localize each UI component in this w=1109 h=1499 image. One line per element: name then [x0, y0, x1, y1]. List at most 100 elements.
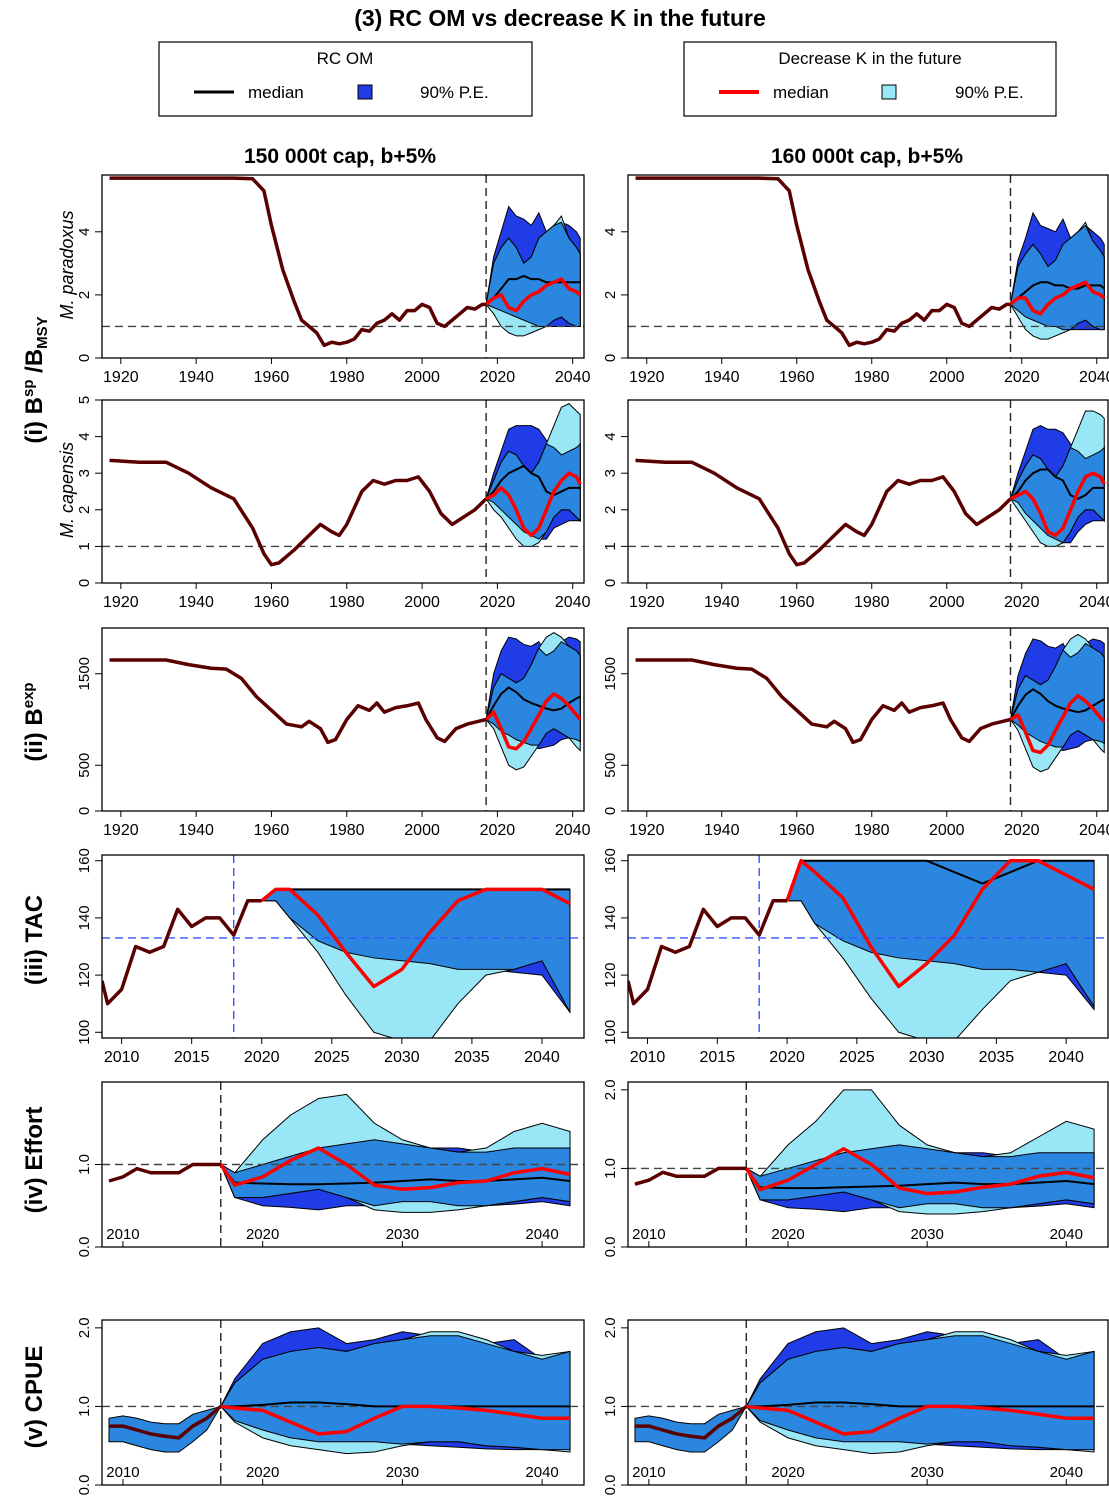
rc-median-line — [219, 1163, 571, 1186]
x-tick-label: 2040 — [555, 594, 591, 611]
legend-k-title: Decrease K in the future — [778, 49, 961, 68]
chart-panel: 100 120 140 160 2010 2015 2020 2025 2030 2035 2040 — [76, 848, 585, 1066]
chart-panel: 0.0 1.0 2.0 2010 2020 2030 2040 — [76, 1317, 585, 1495]
y-tick-label: 1.0 — [602, 1396, 619, 1417]
y-tick-label: 2 — [602, 506, 619, 514]
x-tick-label: 2020 — [246, 1226, 279, 1243]
y-tick-label: 3 — [602, 469, 619, 477]
chart-panel: 0 1 2 3 4 1920 1940 1960 1980 2000 2020 2040 — [602, 399, 1109, 611]
y-tick-label: 1.0 — [76, 1154, 93, 1175]
y-tick-label: 4 — [602, 228, 619, 236]
x-tick-label: 2010 — [630, 1049, 666, 1066]
row-label-biomass-sup: sp — [20, 380, 37, 398]
x-tick-label: 2040 — [1050, 1226, 1083, 1243]
x-tick-label: 2000 — [404, 369, 440, 386]
y-tick-label: 2 — [602, 291, 619, 299]
history-line — [635, 458, 1012, 567]
history-line — [635, 658, 1011, 745]
y-tick-label: 140 — [76, 905, 93, 930]
y-tick-label: 4 — [76, 228, 93, 236]
plot-frame — [627, 399, 1109, 584]
overlap-band — [745, 1144, 1095, 1209]
plot-frame — [101, 854, 585, 1039]
history-line — [108, 1162, 221, 1183]
history-line — [109, 458, 488, 567]
x-tick-label: 1960 — [254, 822, 290, 839]
x-tick-label: 2020 — [480, 369, 516, 386]
x-tick-label: 1940 — [704, 822, 740, 839]
k-median-line — [746, 1404, 1095, 1436]
y-tick-label: 100 — [76, 1020, 93, 1045]
row-label-biomass-ratio: (i) Bsp /BMSY — [20, 316, 51, 443]
x-tick-label: 2030 — [386, 1226, 419, 1243]
y-tick-label: 0.0 — [76, 1237, 93, 1258]
x-tick-label: 2025 — [839, 1049, 875, 1066]
x-tick-label: 1960 — [254, 369, 290, 386]
column-title-1: 150 000t cap, b+5% — [244, 145, 436, 168]
plot-area — [628, 400, 1108, 583]
plot-area — [102, 1320, 584, 1485]
rc-median-line — [745, 1167, 1095, 1190]
plot-area — [102, 400, 584, 583]
chart-panel: 0 500 1500 1920 1940 1960 1980 2000 2020 2040 — [602, 627, 1109, 839]
legend-k-band-label: 90% P.E. — [955, 83, 1024, 102]
x-tick-label: 1960 — [779, 369, 815, 386]
x-tick-label: 2040 — [525, 1226, 558, 1243]
legend-k-median-label: median — [773, 83, 829, 102]
row-label-bexp: (ii) Bexp — [20, 682, 48, 761]
y-tick-label: 120 — [602, 963, 619, 988]
history-line — [628, 899, 788, 1006]
y-tick-label: 1500 — [76, 657, 93, 690]
y-tick-label: 2.0 — [602, 1317, 619, 1338]
x-tick-label: 2020 — [1004, 822, 1040, 839]
x-tick-label: 1980 — [329, 594, 365, 611]
x-tick-label: 2000 — [929, 594, 965, 611]
overlap-band — [485, 641, 581, 746]
overlap-band — [745, 1335, 1095, 1451]
chart-panel: 0.0 1.0 2.0 2010 2020 2030 2040 — [602, 1079, 1109, 1257]
overlap-band — [485, 221, 581, 327]
y-tick-label: 500 — [602, 753, 619, 778]
y-tick-label: 1.0 — [602, 1158, 619, 1179]
x-tick-label: 1920 — [629, 822, 665, 839]
x-tick-label: 2010 — [106, 1464, 139, 1481]
x-tick-label: 2040 — [1079, 822, 1109, 839]
row-label-capensis: M. capensis — [57, 442, 77, 538]
y-tick-label: 2.0 — [76, 1317, 93, 1338]
legend-rc-median-label: median — [248, 83, 304, 102]
row-label-bexp-sup: exp — [20, 682, 37, 708]
x-tick-label: 2040 — [1048, 1049, 1084, 1066]
k-median-line — [744, 1147, 1095, 1196]
chart-panel: 0 500 1500 1920 1940 1960 1980 2000 2020 2040 — [76, 627, 591, 839]
x-tick-label: 2030 — [384, 1049, 420, 1066]
y-tick-label: 1 — [602, 542, 619, 550]
x-tick-label: 2010 — [104, 1049, 140, 1066]
x-tick-label: 1920 — [103, 594, 139, 611]
k-median-line — [219, 1146, 571, 1191]
history-line — [102, 899, 262, 1006]
x-tick-label: 2020 — [771, 1226, 804, 1243]
chart-panel: 0.0 1.0 2010 2020 2030 2040 — [76, 1081, 585, 1258]
row-label-biomass-mid: /B — [21, 349, 48, 380]
x-tick-label: 1940 — [178, 594, 214, 611]
overlap-band — [219, 1139, 571, 1207]
plot-frame — [101, 174, 585, 359]
overlap-band — [1009, 224, 1105, 331]
plot-frame — [627, 1319, 1109, 1486]
x-tick-label: 1960 — [779, 594, 815, 611]
overlap-band — [220, 1335, 571, 1451]
x-tick-label: 2010 — [632, 1226, 665, 1243]
y-tick-label: 100 — [602, 1020, 619, 1045]
x-tick-label: 2000 — [929, 369, 965, 386]
x-tick-label: 2020 — [480, 822, 516, 839]
y-tick-label: 5 — [76, 396, 93, 404]
y-tick-label: 2 — [76, 291, 93, 299]
history-line — [109, 658, 487, 745]
k-median-line — [1009, 693, 1106, 755]
x-tick-label: 2010 — [632, 1464, 665, 1481]
plot-area — [102, 175, 584, 358]
y-tick-label: 4 — [602, 432, 619, 440]
x-tick-label: 2040 — [525, 1464, 558, 1481]
row-label-paradoxus: M. paradoxus — [57, 210, 77, 319]
y-tick-label: 1 — [76, 542, 93, 550]
